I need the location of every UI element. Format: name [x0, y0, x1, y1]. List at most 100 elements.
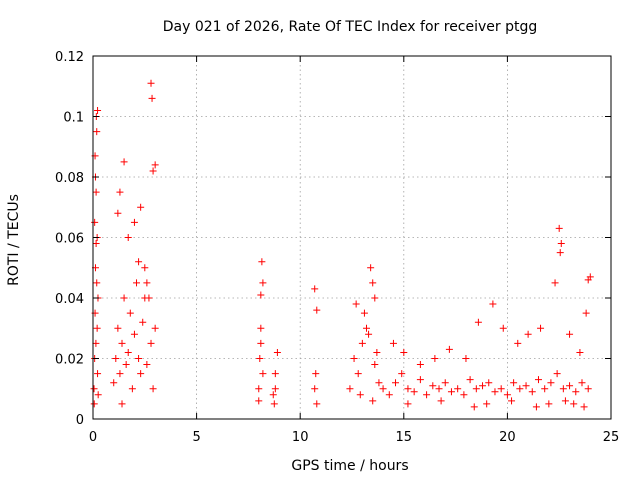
x-axis-label: GPS time / hours	[291, 458, 408, 474]
data-point	[137, 203, 145, 211]
chart-title: Day 021 of 2026, Rate Of TEC Index for r…	[163, 19, 538, 35]
data-point	[580, 403, 588, 411]
data-point	[375, 379, 383, 387]
data-point	[116, 370, 124, 378]
data-point	[118, 400, 126, 408]
axis-ticks	[92, 55, 612, 420]
data-point	[582, 309, 590, 317]
data-point	[271, 385, 279, 393]
data-point	[124, 348, 132, 356]
data-point	[437, 397, 445, 405]
data-point	[497, 385, 505, 393]
data-point	[389, 339, 397, 347]
data-point	[148, 94, 156, 102]
data-point	[570, 400, 578, 408]
data-point	[94, 370, 102, 378]
data-point	[271, 370, 279, 378]
data-point	[124, 234, 132, 241]
data-point	[116, 188, 124, 196]
x-tick-label: 0	[89, 430, 97, 445]
x-tick-label: 20	[499, 430, 516, 445]
data-point	[350, 355, 358, 362]
data-point	[522, 382, 530, 390]
data-point	[358, 339, 366, 347]
data-point	[528, 388, 536, 396]
data-point	[93, 128, 101, 136]
data-point	[479, 382, 487, 390]
data-point	[143, 361, 151, 369]
data-point	[149, 167, 157, 175]
data-point	[566, 330, 574, 338]
data-point	[555, 224, 563, 232]
data-point	[128, 385, 136, 393]
x-tick-label: 5	[192, 430, 200, 445]
data-point	[258, 258, 266, 266]
data-point	[454, 385, 462, 393]
data-point	[369, 397, 377, 405]
data-point	[499, 324, 507, 332]
data-point	[91, 218, 99, 226]
data-point	[93, 279, 101, 287]
y-tick-label: 0.12	[55, 50, 84, 65]
data-point	[398, 370, 406, 378]
data-point	[141, 294, 149, 302]
data-point	[445, 345, 453, 353]
data-point	[404, 400, 412, 408]
data-point	[470, 403, 478, 411]
y-tick-label: 0	[76, 413, 84, 428]
data-point	[147, 79, 155, 87]
data-point	[578, 379, 586, 387]
data-point	[410, 388, 418, 396]
data-point	[435, 385, 443, 393]
data-point	[373, 348, 381, 356]
data-point	[441, 379, 449, 387]
data-point	[508, 397, 516, 405]
data-point	[137, 370, 145, 378]
data-point	[367, 264, 375, 272]
data-point	[365, 330, 373, 338]
data-point	[483, 400, 491, 408]
data-point	[416, 376, 424, 384]
x-tick-label: 15	[396, 430, 413, 445]
y-tick-label: 0.1	[63, 111, 84, 126]
data-point	[576, 348, 584, 356]
data-point	[90, 400, 98, 408]
data-point	[556, 249, 564, 257]
y-axis-label: ROTI / TECUs	[6, 194, 22, 286]
data-point	[312, 370, 320, 378]
data-point	[311, 385, 319, 393]
data-point	[474, 318, 482, 326]
data-point	[346, 385, 354, 393]
data-point	[557, 240, 565, 248]
data-point	[94, 391, 102, 399]
data-point	[584, 385, 592, 393]
data-point	[269, 391, 277, 399]
data-point	[369, 279, 377, 287]
data-point	[356, 391, 364, 399]
x-tick-label: 25	[603, 430, 620, 445]
data-point	[466, 376, 474, 384]
data-point	[141, 264, 149, 272]
data-point	[489, 300, 497, 308]
data-point	[311, 285, 319, 293]
data-point	[257, 339, 265, 347]
data-point	[516, 385, 524, 393]
data-point	[352, 300, 360, 308]
y-tick-label: 0.06	[55, 232, 84, 247]
data-point	[151, 161, 159, 169]
data-point	[423, 391, 431, 399]
x-tick-labels: 0 5 10 15 20 25	[89, 430, 619, 445]
data-point	[371, 294, 379, 302]
data-point	[112, 355, 120, 362]
data-point	[92, 240, 100, 248]
data-point	[255, 397, 263, 405]
data-point	[255, 385, 263, 393]
data-point	[257, 324, 265, 332]
data-point	[363, 324, 371, 332]
data-point	[259, 279, 267, 287]
data-point	[547, 379, 555, 387]
data-point	[510, 379, 518, 387]
data-points	[90, 79, 594, 411]
data-point	[553, 370, 561, 378]
